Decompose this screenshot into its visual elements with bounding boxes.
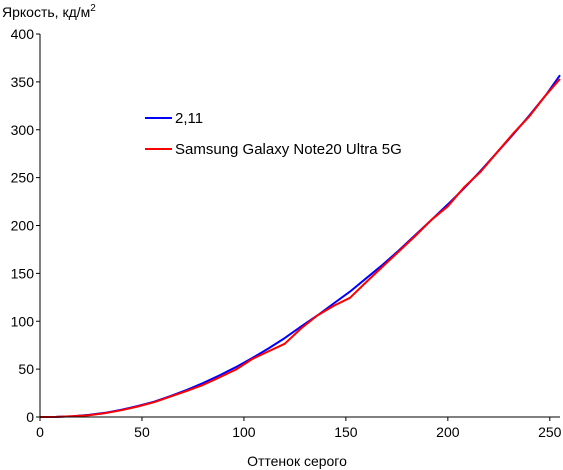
y-axis-title: Яркость, кд/м2 [2,3,96,20]
x-axis-title: Оттенок серого [247,453,347,469]
y-tick-label: 300 [11,122,35,138]
y-tick-label: 400 [11,26,35,42]
x-axis-ticks: 0 50 100 150 200 250 [36,417,562,440]
y-tick-label: 250 [11,170,35,186]
x-tick-label: 150 [334,424,358,440]
x-tick-label: 50 [134,424,150,440]
x-tick-label: 250 [538,424,562,440]
y-axis-title-superscript: 2 [90,3,96,14]
y-tick-label: 200 [11,218,35,234]
x-tick-label: 0 [36,424,44,440]
x-tick-label: 100 [232,424,256,440]
y-tick-label: 150 [11,265,35,281]
y-tick-label: 350 [11,74,35,90]
legend-label-0: 2,11 [175,110,203,127]
axes [39,34,560,418]
y-tick-label: 0 [26,409,34,425]
legend-label-1: Samsung Galaxy Note20 Ultra 5G [175,141,402,158]
plot-series [39,74,561,418]
series-line-1 [39,78,561,418]
legend: 2,11 Samsung Galaxy Note20 Ultra 5G [145,110,402,158]
series-line-0 [39,74,561,418]
y-axis-ticks: 0 50 100 150 200 250 300 350 400 [11,26,40,425]
y-tick-label: 50 [18,361,34,377]
x-tick-label: 200 [436,424,460,440]
y-tick-label: 100 [11,313,35,329]
